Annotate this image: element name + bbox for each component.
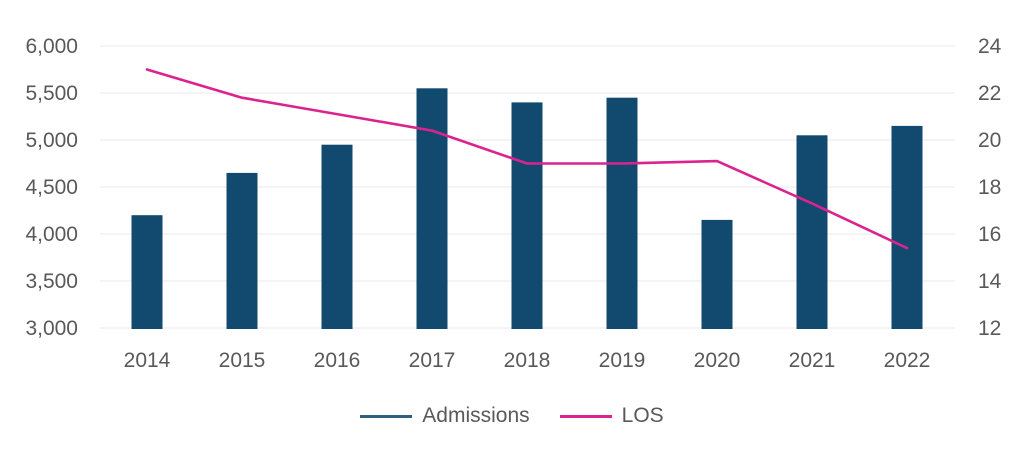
x-axis-label-2018: 2018 bbox=[504, 349, 551, 372]
right-axis-tick-18: 18 bbox=[978, 176, 1001, 199]
legend-item-admissions: Admissions bbox=[360, 402, 530, 430]
left-axis-tick-3,500: 3,500 bbox=[25, 270, 78, 293]
bar-2022 bbox=[891, 125, 923, 330]
x-axis-label-2017: 2017 bbox=[409, 349, 456, 372]
bar-2014 bbox=[131, 215, 163, 329]
legend-label-los: LOS bbox=[621, 404, 664, 427]
x-axis-label-2014: 2014 bbox=[124, 349, 171, 372]
x-axis-label-2020: 2020 bbox=[694, 349, 741, 372]
los-line bbox=[145, 68, 909, 250]
x-axis-label-2016: 2016 bbox=[314, 349, 361, 372]
x-axis-label-2021: 2021 bbox=[789, 349, 836, 372]
right-axis-tick-20: 20 bbox=[978, 129, 1001, 152]
bar-2017 bbox=[416, 88, 448, 329]
x-axis-label-2019: 2019 bbox=[599, 349, 646, 372]
left-axis-tick-5,000: 5,000 bbox=[25, 129, 78, 152]
right-axis-tick-14: 14 bbox=[978, 270, 1002, 293]
los-line-swatch bbox=[559, 414, 612, 418]
chart-legend: Admissions LOS bbox=[0, 402, 1024, 430]
left-axis-tick-6,000: 6,000 bbox=[25, 35, 78, 58]
legend-item-los: LOS bbox=[559, 402, 664, 430]
x-axis-label-2015: 2015 bbox=[219, 349, 266, 372]
left-axis-tick-3,000: 3,000 bbox=[25, 317, 78, 340]
left-axis-tick-5,500: 5,500 bbox=[25, 82, 78, 105]
bar-2019 bbox=[606, 97, 638, 329]
legend-label-admissions: Admissions bbox=[422, 404, 530, 427]
right-axis-tick-22: 22 bbox=[978, 82, 1001, 105]
bar-2016 bbox=[321, 144, 353, 329]
left-axis-tick-4,500: 4,500 bbox=[25, 176, 78, 199]
bar-2021 bbox=[796, 135, 828, 329]
right-axis-tick-16: 16 bbox=[978, 223, 1001, 246]
x-axis-label-2022: 2022 bbox=[884, 349, 931, 372]
right-axis-tick-24: 24 bbox=[978, 35, 1002, 58]
bar-2020 bbox=[701, 219, 733, 329]
right-axis-tick-12: 12 bbox=[978, 317, 1001, 340]
left-axis-tick-4,000: 4,000 bbox=[25, 223, 78, 246]
admissions-line-swatch bbox=[360, 414, 413, 418]
bar-2015 bbox=[226, 172, 258, 329]
bar-2018 bbox=[511, 102, 543, 330]
